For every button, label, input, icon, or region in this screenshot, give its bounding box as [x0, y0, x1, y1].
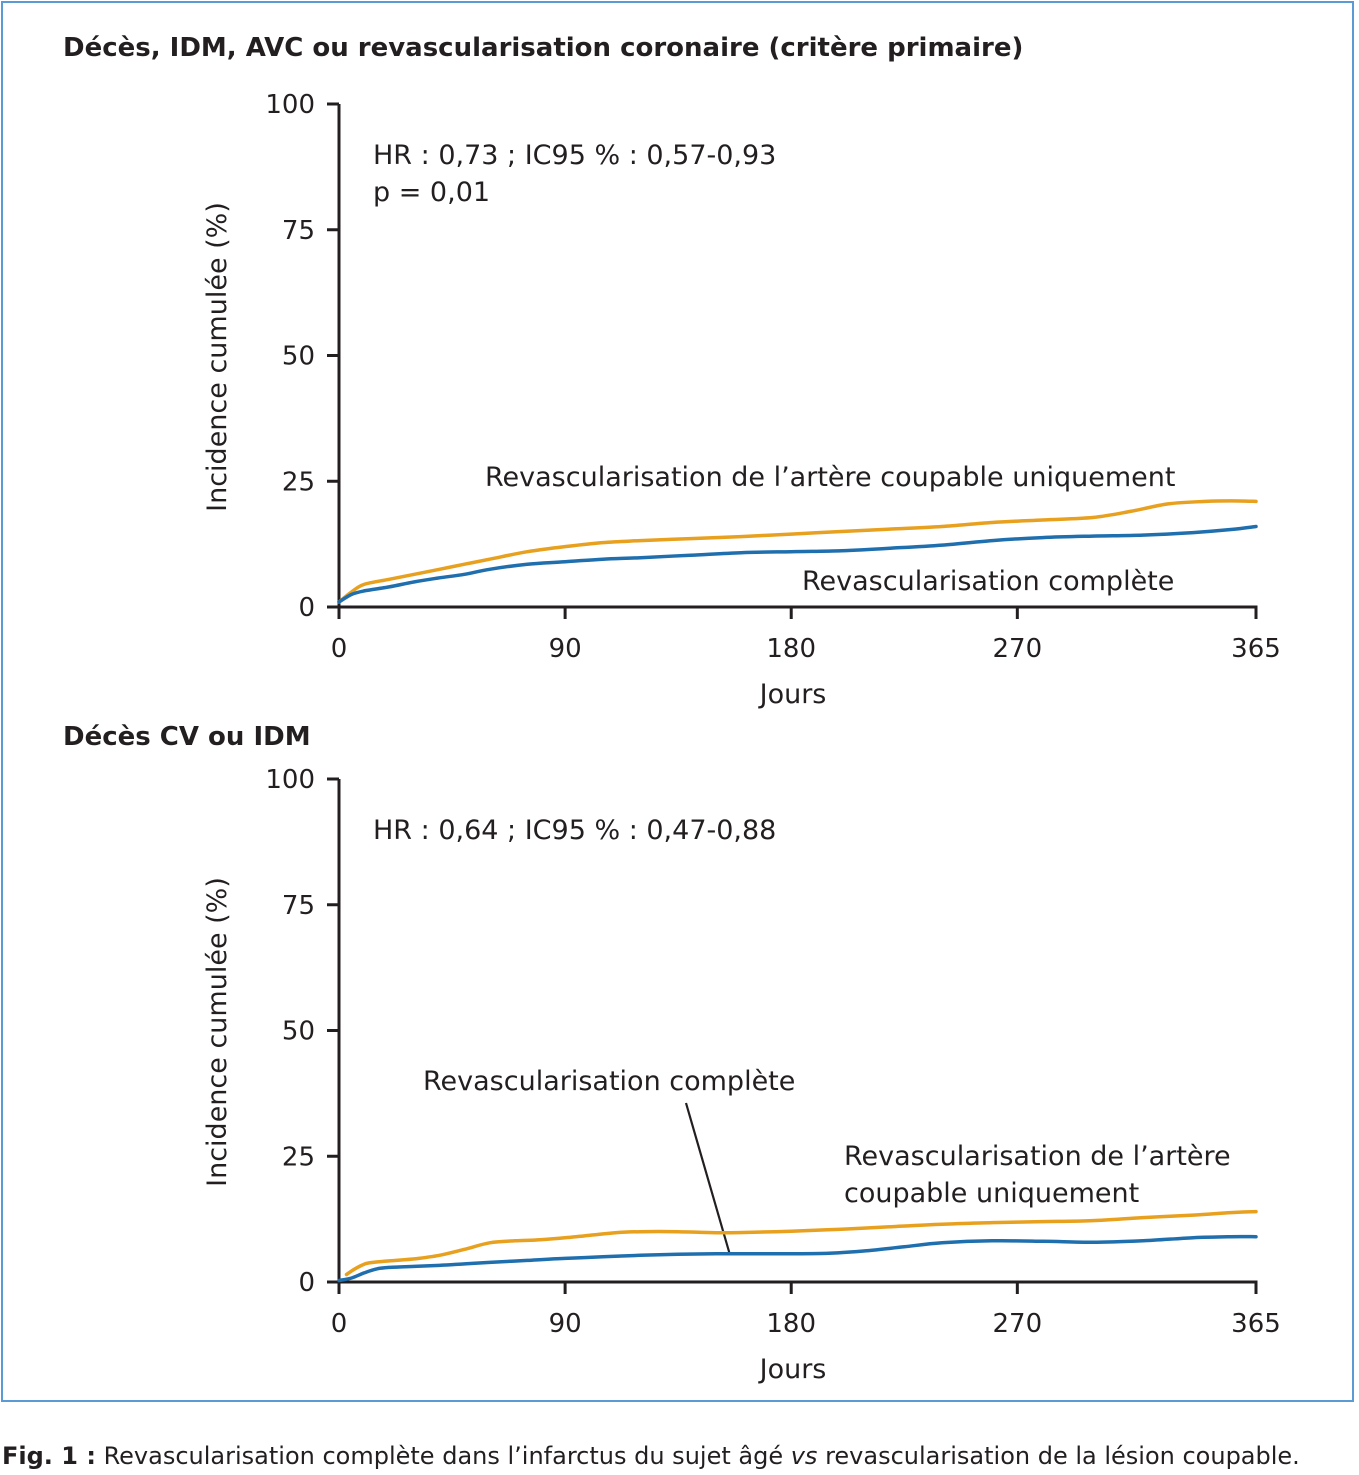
panel-1-y-axis-label: Incidence cumulée (%) [202, 202, 233, 512]
panel-1-axes: 0 25 50 75 100 0 90 180 270 365 [265, 90, 1280, 664]
caption-text-italic: vs [790, 1442, 818, 1470]
panel-1-y-tick-label: 100 [265, 90, 315, 120]
caption-text-2: revascularisation de la lésion coupable. [817, 1442, 1300, 1470]
panel-2-label-culprit-line-1: Revascularisation de l’artère [844, 1141, 1231, 1172]
panel-1-x-axis-label: Jours [758, 679, 827, 710]
panel-2-x-tick-label: 0 [331, 1309, 348, 1339]
panel-1-x-tick-label: 365 [1231, 634, 1281, 664]
panel-2-y-tick-label: 25 [282, 1142, 315, 1172]
panel-1-label-culprit: Revascularisation de l’artère coupable u… [485, 462, 1175, 493]
panel-1-x-tick-label: 0 [331, 634, 348, 664]
panel-1-series-culprit-line [337, 499, 1258, 604]
figure-charts: Décès, IDM, AVC ou revascularisation cor… [63, 33, 1281, 1385]
panel-1-x-tick-label: 270 [993, 634, 1043, 664]
panel-2-y-tick-label: 100 [265, 765, 315, 795]
panel-1-p-value: p = 0,01 [373, 177, 490, 208]
panel-2-label-culprit-line-2: coupable uniquement [844, 1178, 1139, 1209]
panel-2-label-complete: Revascularisation complète [423, 1066, 795, 1097]
panel-1-y-tick-label: 0 [298, 593, 315, 623]
panel-2-plot-area [337, 1209, 1258, 1283]
panel-2-y-tick-label: 50 [282, 1017, 315, 1047]
panel-2-axes: 0 25 50 75 100 0 90 180 270 365 [265, 765, 1280, 1339]
figure-caption: Fig. 1 : Revascularisation complète dans… [2, 1442, 1300, 1470]
caption-label: Fig. 1 : [2, 1442, 96, 1470]
panel-cv-death-mi: Décès CV ou IDM Incidence cumulée (%) Jo… [63, 722, 1281, 1385]
panel-1-label-complete: Revascularisation complète [802, 566, 1174, 597]
panel-2-x-tick-label: 180 [766, 1309, 816, 1339]
panel-1-plot-area [337, 499, 1258, 604]
panel-1-x-tick-label: 90 [549, 634, 582, 664]
panel-2-title: Décès CV ou IDM [63, 722, 311, 752]
panel-2-y-axis-label: Incidence cumulée (%) [202, 877, 233, 1187]
panel-1-y-tick-label: 50 [282, 342, 315, 372]
panel-1-hazard-ratio: HR : 0,73 ; IC95 % : 0,57-0,93 [373, 140, 776, 171]
panel-1-series-complete-line [337, 524, 1258, 604]
figure-frame [1, 1, 1354, 1402]
panel-2-label-leader-line [684, 1102, 732, 1256]
caption-text-1: Revascularisation complète dans l’infarc… [95, 1442, 791, 1470]
panel-2-series-culprit-line [344, 1209, 1258, 1277]
panel-2-x-tick-label: 365 [1231, 1309, 1281, 1339]
panel-2-x-axis-label: Jours [758, 1354, 827, 1385]
panel-1-x-tick-label: 180 [766, 634, 816, 664]
panel-2-series-complete-line [337, 1234, 1258, 1283]
panel-2-hazard-ratio: HR : 0,64 ; IC95 % : 0,47-0,88 [373, 815, 776, 846]
panel-2-x-tick-label: 90 [549, 1309, 582, 1339]
panel-2-y-tick-label: 0 [298, 1268, 315, 1298]
panel-1-y-tick-label: 25 [282, 467, 315, 497]
panel-primary-endpoint: Décès, IDM, AVC ou revascularisation cor… [63, 33, 1281, 710]
panel-1-y-tick-label: 75 [282, 216, 315, 246]
panel-2-y-tick-label: 75 [282, 891, 315, 921]
panel-2-x-tick-label: 270 [993, 1309, 1043, 1339]
panel-1-title: Décès, IDM, AVC ou revascularisation cor… [63, 33, 1023, 63]
